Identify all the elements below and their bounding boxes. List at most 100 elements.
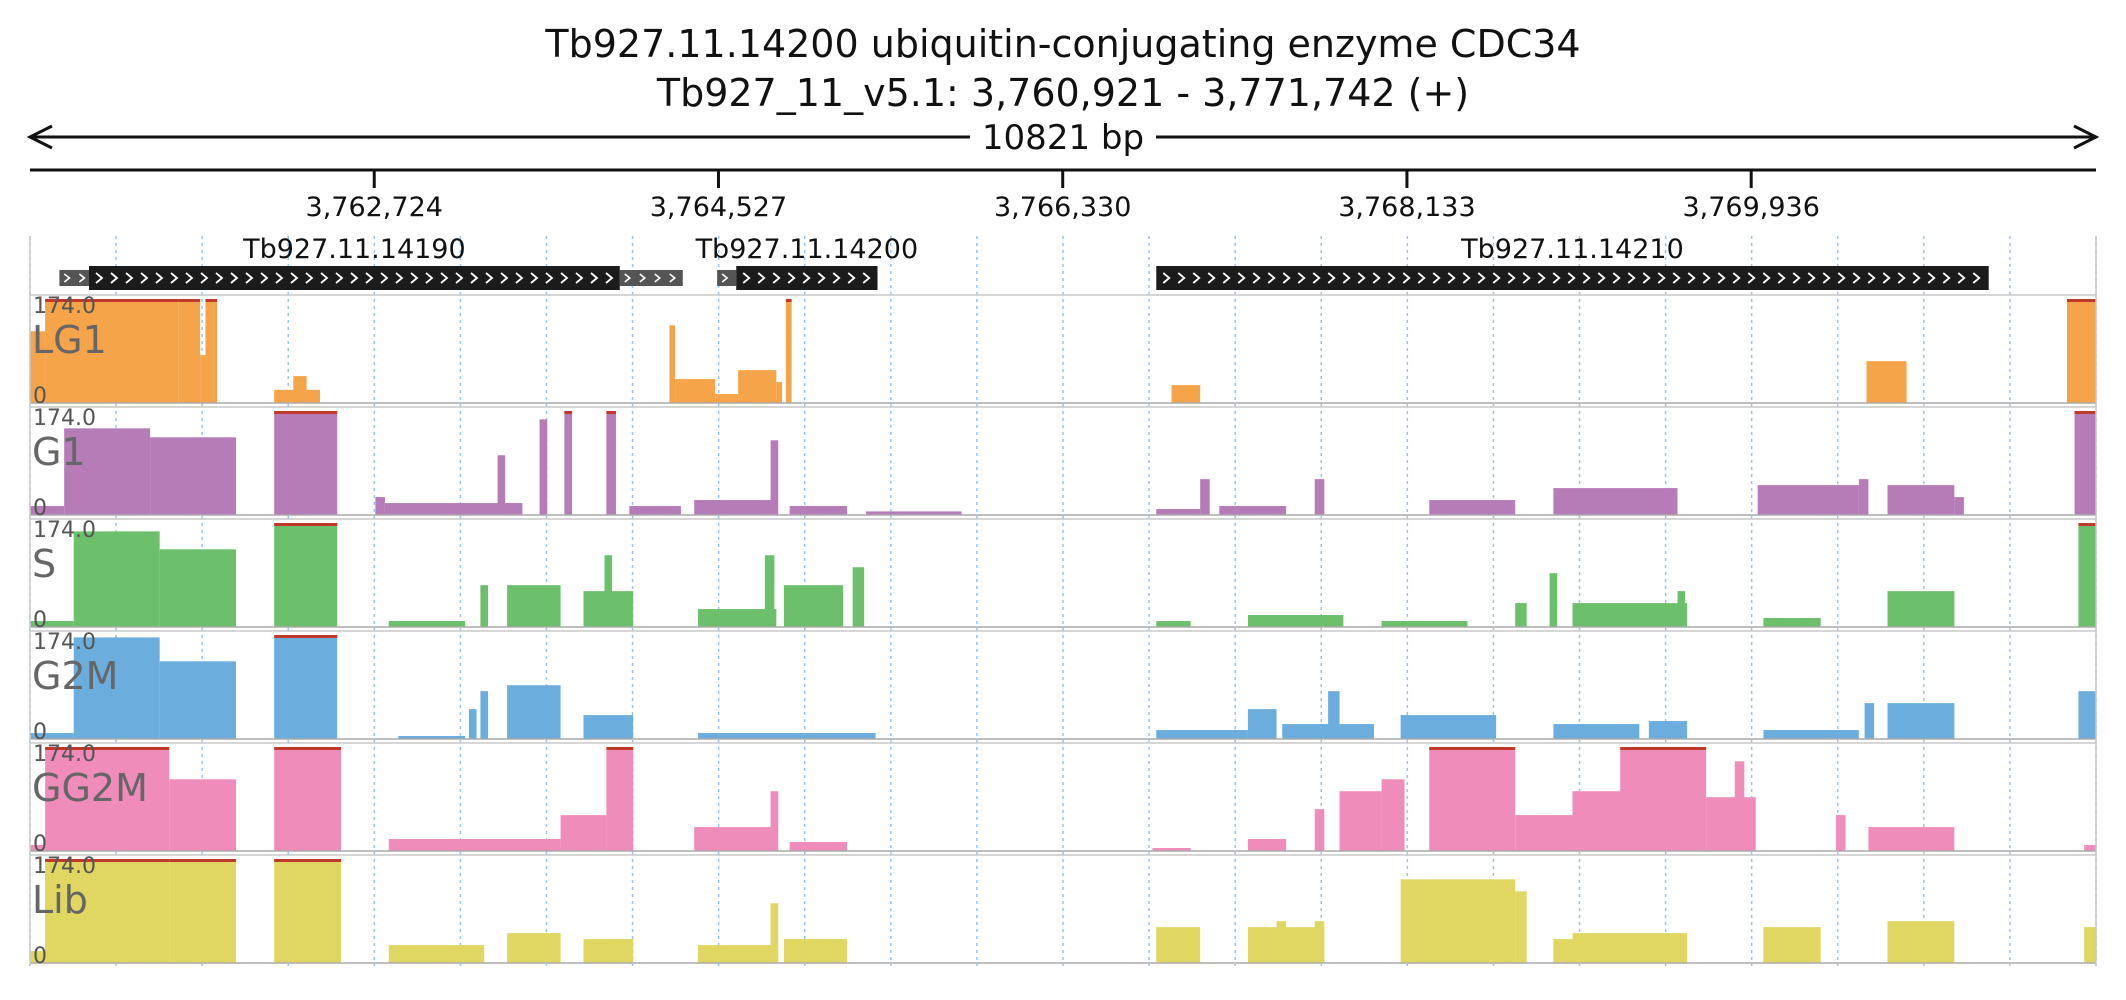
gene-strand-arrow	[78, 273, 86, 283]
gene-strand-arrow	[1852, 272, 1861, 284]
clipped-marker	[1620, 747, 1707, 750]
gene-utr	[59, 270, 89, 286]
ruler-tick-label: 3,769,936	[1682, 192, 1819, 223]
gene-strand-arrow	[455, 272, 464, 284]
coverage-bar	[604, 555, 613, 627]
ruler-tick-label: 3,768,133	[1338, 192, 1475, 223]
gene-strand-arrow	[125, 272, 134, 284]
gene-strand-arrow	[1732, 272, 1741, 284]
coverage-bar	[45, 859, 170, 963]
coverage-bar	[1763, 927, 1821, 963]
coverage-bar	[770, 903, 779, 963]
clipped-marker	[205, 299, 214, 302]
coverage-bar	[30, 621, 74, 627]
gene-strand-arrow	[721, 273, 729, 283]
gene-strand-arrow	[1342, 272, 1351, 284]
coverage-bar	[388, 945, 485, 963]
gene-strand-arrow	[470, 272, 479, 284]
coverage-bar	[1156, 927, 1201, 963]
gene-strand-arrow	[320, 272, 329, 284]
gene-strand-arrow	[1927, 272, 1936, 284]
coverage-bar	[2084, 845, 2096, 851]
coverage-bar	[30, 733, 74, 739]
gene-strand-arrow	[639, 273, 647, 283]
ruler-tick-label: 3,766,330	[994, 192, 1131, 223]
gene-strand-arrow	[1282, 272, 1291, 284]
coverage-bar	[497, 455, 506, 515]
gene-strand-arrow	[425, 272, 434, 284]
gene-strand-arrow	[1447, 272, 1456, 284]
gene-name-label: Tb927.11.14210	[1460, 234, 1684, 265]
coverage-bar	[30, 331, 46, 403]
coverage-bar	[1757, 485, 1859, 515]
gene-strand-arrow	[1822, 272, 1831, 284]
gene-strand-arrow	[365, 272, 374, 284]
coverage-bar	[274, 747, 342, 851]
coverage-bar	[1553, 488, 1678, 515]
gene-name-label: Tb927.11.14190	[242, 234, 466, 265]
gene-utr	[619, 270, 683, 286]
gene-strand-arrow	[1867, 272, 1876, 284]
gene-strand-arrow	[275, 272, 284, 284]
ruler-tick-label: 3,764,527	[650, 192, 787, 223]
coverage-bar	[1339, 791, 1382, 851]
coverage-bar	[1864, 703, 1875, 739]
coverage-bar	[64, 428, 151, 515]
coverage-bar	[293, 376, 307, 403]
coverage-bar	[45, 747, 170, 851]
track-ymax-label: 174.0	[33, 854, 96, 879]
gene-strand-arrow	[185, 272, 194, 284]
coverage-bar	[88, 299, 179, 403]
coverage-bar	[1734, 761, 1745, 851]
track-name-label: G1	[32, 430, 86, 474]
coverage-bar	[159, 661, 237, 739]
coverage-bar	[1156, 509, 1201, 515]
gene-strand-arrow	[63, 273, 71, 283]
coverage-bar	[539, 419, 548, 515]
clipped-marker	[564, 411, 573, 414]
gene-strand-arrow	[1207, 272, 1216, 284]
coverage-bar	[1314, 479, 1325, 515]
coverage-bar	[1706, 797, 1756, 851]
gene-cds	[1156, 266, 1989, 290]
gene-strand-arrow	[1702, 272, 1711, 284]
gene-strand-arrow	[1567, 272, 1576, 284]
gene-strand-arrow	[1627, 272, 1636, 284]
clipped-marker	[274, 523, 338, 526]
coverage-bar	[73, 637, 160, 739]
gene-strand-arrow	[1432, 272, 1441, 284]
gene-strand-arrow	[862, 272, 871, 284]
gene-strand-arrow	[1747, 272, 1756, 284]
coverage-bar	[1858, 479, 1869, 515]
gene-strand-arrow	[832, 272, 841, 284]
track-name-label: G2M	[32, 654, 118, 698]
coverage-bar	[1381, 621, 1468, 627]
coverage-bar	[789, 506, 847, 515]
gene-strand-arrow	[500, 272, 509, 284]
coverage-bar	[1954, 497, 1964, 515]
coverage-bar	[783, 585, 844, 627]
gene-strand-arrow	[847, 272, 856, 284]
coverage-bar	[1515, 603, 1527, 627]
coverage-bar	[606, 747, 634, 851]
clipped-marker	[274, 747, 342, 750]
coverage-bar	[388, 621, 466, 627]
coverage-bar	[1381, 779, 1405, 851]
gene-strand-arrow	[1612, 272, 1621, 284]
coverage-bar	[1276, 921, 1287, 963]
coverage-bar	[2066, 299, 2096, 403]
coverage-bar	[2074, 411, 2096, 515]
coverage-bar	[698, 609, 777, 627]
gene-strand-arrow	[1972, 272, 1981, 284]
gene-strand-arrow	[1762, 272, 1771, 284]
coverage-bar	[1247, 615, 1344, 627]
coverage-bar	[1156, 621, 1191, 627]
coverage-bar	[694, 500, 777, 515]
clipped-marker	[45, 859, 170, 862]
track-ymin-label: 0	[33, 496, 47, 521]
clipped-marker	[45, 747, 170, 750]
coverage-bar	[1219, 506, 1287, 515]
coverage-bar	[274, 635, 338, 739]
coverage-bar	[1677, 591, 1686, 627]
coverage-bar	[1247, 709, 1277, 739]
